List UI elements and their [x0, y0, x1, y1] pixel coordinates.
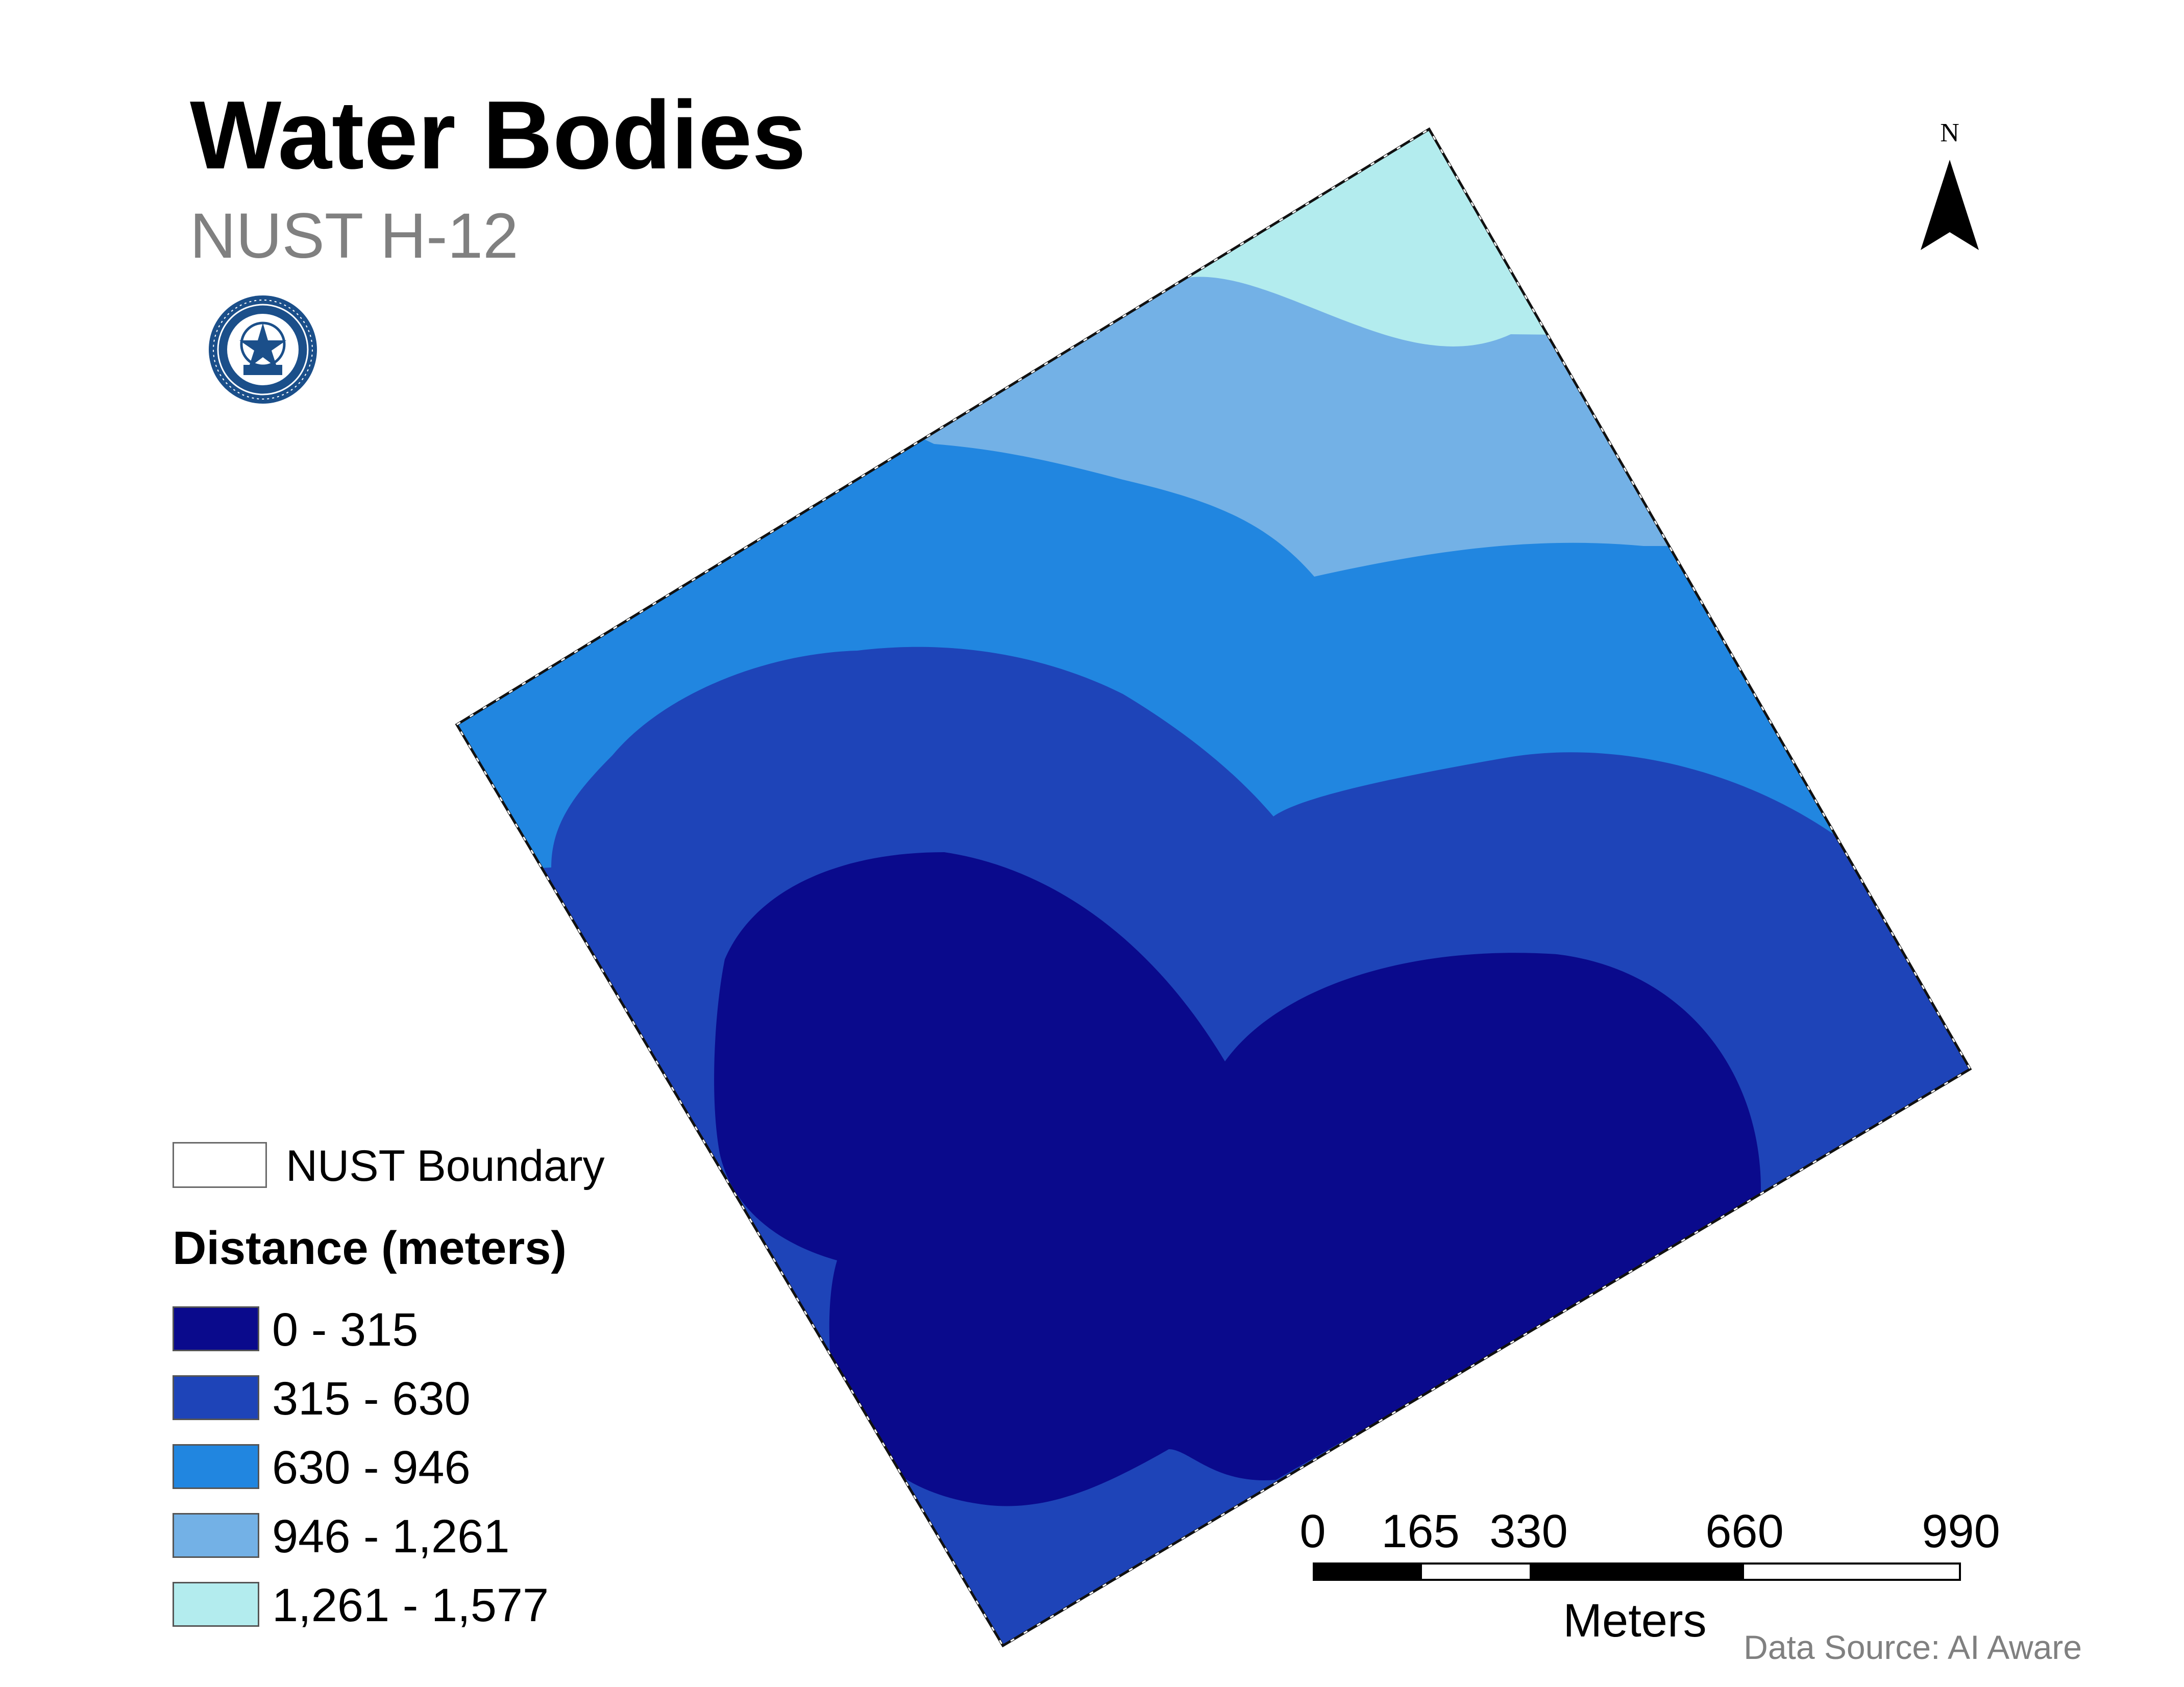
- scale-tick-label: 165: [1381, 1505, 1460, 1557]
- legend-label: 315 - 630: [272, 1373, 471, 1425]
- legend-label: 946 - 1,261: [272, 1510, 510, 1562]
- legend-swatch: [173, 1582, 259, 1627]
- map-subtitle: NUST H-12: [190, 201, 519, 271]
- legend-heading: Distance (meters): [173, 1222, 567, 1274]
- legend-item: 946 - 1,261: [173, 1510, 632, 1562]
- nust-boundary-dash: [455, 128, 1972, 1647]
- scale-tick-label: 330: [1489, 1505, 1568, 1557]
- map-title: Water Bodies: [190, 81, 806, 189]
- legend-swatch: [173, 1444, 259, 1489]
- scale-bar: [1313, 1562, 1961, 1581]
- legend-swatch: [173, 1513, 259, 1558]
- legend-item: 1,261 - 1,577: [173, 1579, 632, 1631]
- legend-item: 630 - 946: [173, 1442, 632, 1494]
- scale-segment: [1744, 1565, 1959, 1579]
- data-source: Data Source: AI Aware: [1744, 1628, 2082, 1666]
- legend-boundary-swatch: [173, 1142, 267, 1188]
- legend-item: 315 - 630: [173, 1373, 632, 1425]
- legend-item: 0 - 315: [173, 1304, 632, 1356]
- legend-label: 630 - 946: [272, 1442, 471, 1494]
- scale-tick-label: 990: [1922, 1505, 2000, 1557]
- legend-swatch: [173, 1375, 259, 1420]
- zone-0-315: [714, 852, 1761, 1506]
- legend-swatch: [173, 1306, 259, 1351]
- scale-unit: Meters: [1563, 1595, 1707, 1647]
- university-seal-icon: [209, 295, 317, 404]
- north-arrow-icon: N: [1921, 120, 1979, 250]
- scale-tick-label: 0: [1299, 1505, 1326, 1557]
- legend-label: 0 - 315: [272, 1304, 419, 1356]
- scale-tick-label: 660: [1705, 1505, 1784, 1557]
- scale-segment: [1422, 1565, 1530, 1579]
- scale-segment: [1315, 1565, 1422, 1579]
- scale-segment: [1529, 1565, 1745, 1579]
- legend-boundary-label: NUST Boundary: [286, 1142, 605, 1190]
- legend-label: 1,261 - 1,577: [272, 1579, 549, 1631]
- north-arrow-label: N: [1940, 120, 1959, 147]
